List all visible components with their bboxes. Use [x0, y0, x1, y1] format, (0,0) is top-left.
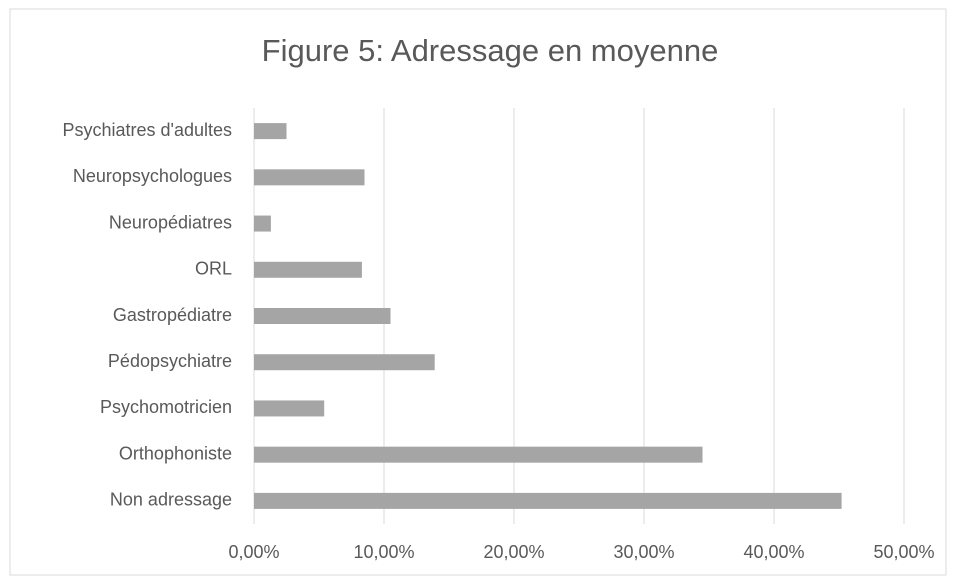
x-tick-label: 0,00%	[228, 542, 279, 562]
bar	[254, 492, 842, 509]
bar	[254, 446, 703, 463]
x-tick-label: 10,00%	[353, 542, 414, 562]
chart-title: Figure 5: Adressage en moyenne	[262, 33, 719, 68]
y-tick-label: Gastropédiatre	[113, 305, 232, 325]
x-tick-label: 30,00%	[613, 542, 674, 562]
bar	[254, 169, 365, 186]
y-tick-label: ORL	[195, 259, 232, 279]
y-tick-label: Non adressage	[110, 490, 232, 510]
bar	[254, 400, 325, 417]
bar	[254, 354, 435, 371]
bar	[254, 308, 391, 324]
y-tick-label: Neuropédiatres	[109, 212, 232, 232]
y-tick-label: Psychiatres d'adultes	[62, 120, 232, 140]
x-tick-label: 40,00%	[743, 542, 804, 562]
x-tick-label: 50,00%	[873, 542, 934, 562]
bar	[254, 261, 362, 278]
y-tick-label: Neuropsychologues	[73, 166, 232, 186]
chart-frame	[9, 8, 947, 576]
y-tick-label: Orthophoniste	[119, 443, 232, 463]
y-tick-label: Pédopsychiatre	[108, 351, 232, 371]
x-tick-label: 20,00%	[483, 542, 544, 562]
bar	[254, 123, 287, 140]
y-tick-label: Psychomotricien	[100, 397, 232, 417]
bar	[254, 215, 271, 232]
